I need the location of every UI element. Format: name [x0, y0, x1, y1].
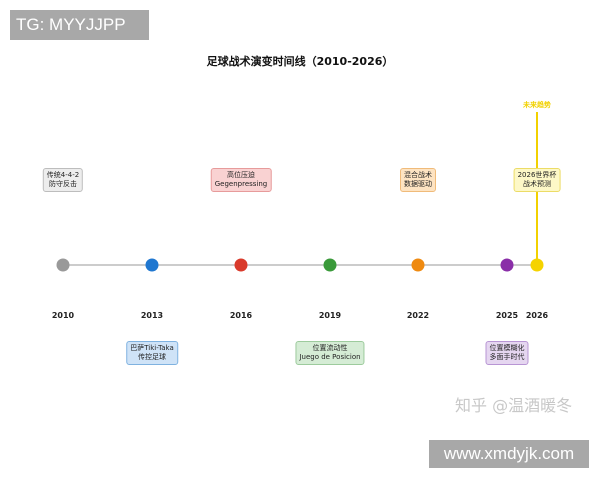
event-label-line: 高位压迫 — [226, 171, 255, 179]
year-label-2016: 2016 — [230, 311, 253, 320]
event-label-2022: 混合战术 数据驱动 — [400, 168, 436, 192]
event-label-line: 防守反击 — [48, 180, 77, 188]
watermark-zhihu: 知乎 @温酒暖冬 — [455, 396, 573, 415]
event-label-line: Gegenpressing — [214, 180, 268, 188]
event-label-line: 位置模糊化 — [489, 344, 525, 352]
event-label-2026: 2026世界杯 战术预测 — [513, 168, 561, 192]
event-label-2019: 位置流动性 Juego de Posicion — [295, 341, 365, 365]
event-label-line: Juego de Posicion — [299, 353, 361, 361]
event-label-line: 战术预测 — [522, 180, 551, 188]
year-label-2025: 2025 — [496, 311, 519, 320]
year-label-2022: 2022 — [407, 311, 429, 320]
event-label-line: 2026世界杯 — [517, 171, 557, 179]
event-label-line: 数据驱动 — [404, 180, 432, 188]
event-label-line: 多面手时代 — [489, 353, 525, 361]
watermark-bottom: www.xmdyjk.com — [429, 440, 589, 468]
timeline-node-2013 — [145, 258, 159, 272]
event-label-line: 传统4-4-2 — [46, 171, 80, 179]
year-label-2019: 2019 — [319, 311, 342, 320]
year-label-2010: 2010 — [52, 311, 75, 320]
event-label-line: 巴萨Tiki-Taka — [130, 344, 174, 352]
event-label-2010: 传统4-4-2 防守反击 — [42, 168, 84, 192]
future-trend-label: 未来趋势 — [523, 101, 551, 109]
timeline-node-2022 — [411, 258, 425, 272]
watermark-top: TG: MYYJJPP — [10, 10, 149, 40]
diagram-title: 足球战术演变时间线（2010-2026） — [206, 55, 394, 68]
event-label-2016: 高位压迫 Gegenpressing — [210, 168, 272, 192]
timeline-node-2025 — [500, 258, 514, 272]
event-label-line: 混合战术 — [404, 171, 432, 179]
year-label-2026: 2026 — [526, 311, 549, 320]
year-label-2013: 2013 — [141, 311, 163, 320]
timeline-node-2026 — [530, 258, 544, 272]
event-label-2013: 巴萨Tiki-Taka 传控足球 — [126, 341, 178, 365]
event-label-line: 传控足球 — [137, 353, 166, 361]
event-label-line: 位置流动性 — [312, 344, 348, 352]
timeline-node-2010 — [56, 258, 70, 272]
timeline-node-2019 — [323, 258, 337, 272]
timeline-node-2016 — [234, 258, 248, 272]
event-label-2025: 位置模糊化 多面手时代 — [485, 341, 529, 365]
